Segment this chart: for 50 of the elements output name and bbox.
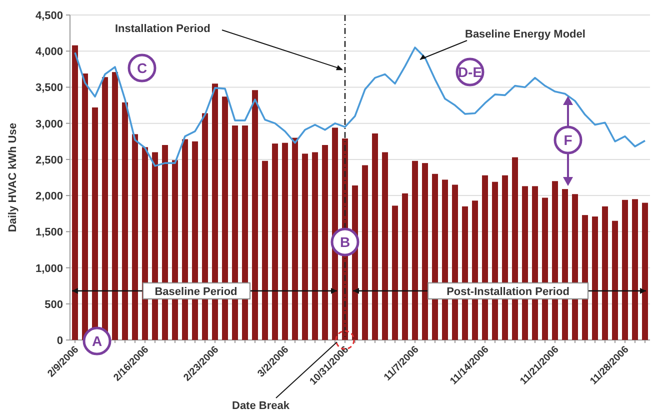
- y-tick-label: 4,500: [35, 10, 63, 22]
- bar: [312, 152, 318, 340]
- annotation: Installation Period: [115, 23, 210, 35]
- line-series: [74, 46, 646, 167]
- bar: [292, 138, 298, 340]
- bar: [72, 45, 78, 340]
- y-tick-label: 2,000: [35, 190, 63, 203]
- annotation: B: [340, 234, 350, 250]
- bar: [612, 220, 618, 340]
- bar: [242, 126, 248, 340]
- annotation: Post-Installation Period: [446, 286, 570, 298]
- bar: [402, 193, 408, 340]
- annotation: F: [564, 132, 573, 148]
- bar: [622, 200, 628, 340]
- y-tick-label: 500: [44, 298, 63, 311]
- y-tick-label: 1,500: [35, 226, 63, 239]
- bar: [592, 216, 598, 340]
- bar: [442, 180, 448, 340]
- annotation: A: [92, 333, 102, 349]
- bar: [122, 102, 128, 340]
- text: Baseline Energy Model: [465, 28, 586, 40]
- bar: [642, 202, 648, 340]
- bar: [272, 144, 278, 340]
- annotation: Baseline Period: [154, 286, 238, 298]
- y-axis-title: Daily HVAC kWh Use: [7, 122, 19, 232]
- y-tick-label: 2,500: [35, 154, 63, 166]
- bar: [372, 133, 378, 340]
- bar: [632, 199, 638, 340]
- y-tick-label: 3,500: [35, 82, 63, 94]
- bar: [282, 142, 288, 340]
- bar: [422, 163, 428, 340]
- bar: [82, 74, 88, 340]
- bar: [262, 160, 268, 340]
- bar: [392, 206, 398, 340]
- bar: [322, 145, 328, 340]
- text: Date Break: [232, 400, 290, 412]
- bar: [602, 206, 608, 340]
- bar: [302, 154, 308, 340]
- y-tick-label: 0: [56, 335, 63, 347]
- bar: [362, 165, 368, 340]
- y-tick-label: 1,000: [35, 262, 63, 275]
- bar: [112, 72, 118, 340]
- annotation: D-E: [458, 64, 482, 80]
- annotation: C: [136, 60, 148, 76]
- bar: [132, 134, 138, 340]
- y-tick-label: 3,000: [35, 118, 63, 130]
- bar: [382, 152, 388, 340]
- y-tick-label: 4,000: [35, 46, 63, 58]
- bar: [252, 90, 258, 340]
- bar: [412, 160, 418, 340]
